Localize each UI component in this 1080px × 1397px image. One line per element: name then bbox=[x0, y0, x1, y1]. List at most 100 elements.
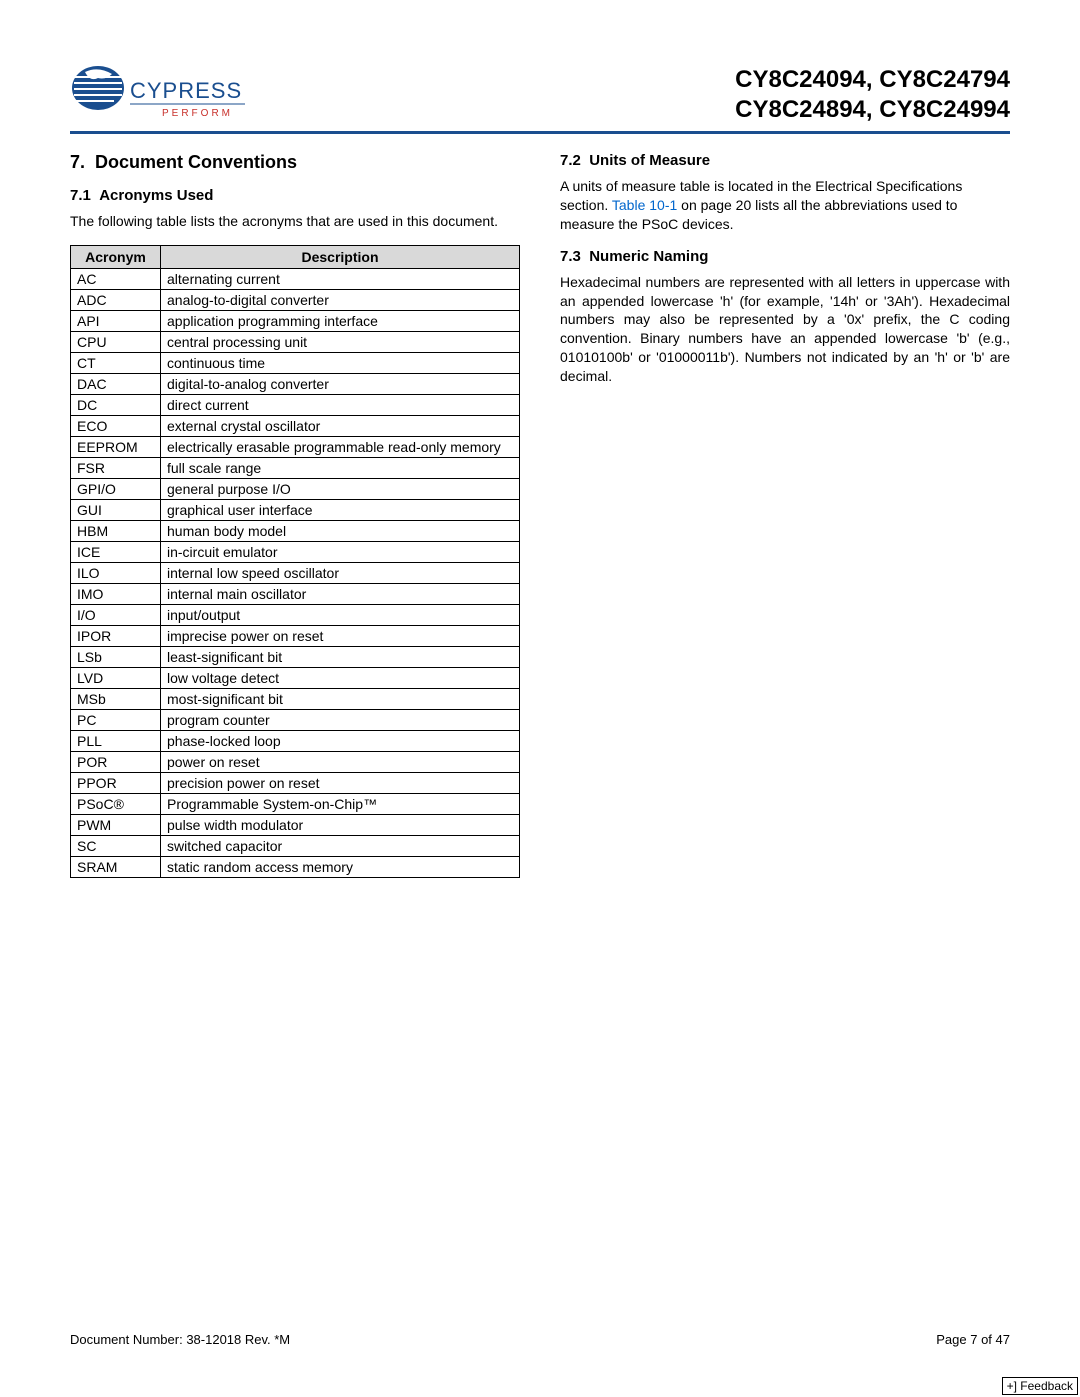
acronym-cell: FSR bbox=[71, 457, 161, 478]
description-cell: digital-to-analog converter bbox=[161, 373, 520, 394]
acronym-cell: MSb bbox=[71, 688, 161, 709]
table-row: DCdirect current bbox=[71, 394, 520, 415]
section-title: Document Conventions bbox=[95, 152, 297, 172]
description-cell: continuous time bbox=[161, 352, 520, 373]
subsection-7-1: 7.1 Acronyms Used bbox=[70, 187, 520, 204]
svg-text:CYPRESS: CYPRESS bbox=[130, 78, 242, 103]
description-cell: central processing unit bbox=[161, 331, 520, 352]
table-row: PCprogram counter bbox=[71, 709, 520, 730]
document-number: Document Number: 38-12018 Rev. *M bbox=[70, 1332, 290, 1347]
description-cell: switched capacitor bbox=[161, 835, 520, 856]
description-cell: precision power on reset bbox=[161, 772, 520, 793]
description-cell: internal main oscillator bbox=[161, 583, 520, 604]
acronym-cell: ILO bbox=[71, 562, 161, 583]
acronym-cell: API bbox=[71, 310, 161, 331]
acronym-cell: GPI/O bbox=[71, 478, 161, 499]
table-row: HBMhuman body model bbox=[71, 520, 520, 541]
table-row: SCswitched capacitor bbox=[71, 835, 520, 856]
cypress-logo-icon: CYPRESS PERFORM bbox=[70, 60, 250, 125]
description-cell: full scale range bbox=[161, 457, 520, 478]
table-row: SRAMstatic random access memory bbox=[71, 856, 520, 877]
description-cell: general purpose I/O bbox=[161, 478, 520, 499]
header-rule bbox=[70, 131, 1010, 134]
description-cell: alternating current bbox=[161, 268, 520, 289]
acronym-cell: EEPROM bbox=[71, 436, 161, 457]
description-cell: external crystal oscillator bbox=[161, 415, 520, 436]
table-row: LVDlow voltage detect bbox=[71, 667, 520, 688]
left-column: 7. Document Conventions 7.1 Acronyms Use… bbox=[70, 152, 520, 878]
table-10-1-link[interactable]: Table 10-1 bbox=[612, 197, 677, 213]
description-cell: phase-locked loop bbox=[161, 730, 520, 751]
page-number: Page 7 of 47 bbox=[936, 1332, 1010, 1347]
table-row: PSoC®Programmable System-on-Chip™ bbox=[71, 793, 520, 814]
description-cell: human body model bbox=[161, 520, 520, 541]
description-cell: graphical user interface bbox=[161, 499, 520, 520]
acronym-cell: HBM bbox=[71, 520, 161, 541]
acronym-cell: DC bbox=[71, 394, 161, 415]
acronym-table: Acronym Description ACalternating curren… bbox=[70, 245, 520, 878]
numeric-naming-paragraph: Hexadecimal numbers are represented with… bbox=[560, 273, 1010, 386]
description-cell: application programming interface bbox=[161, 310, 520, 331]
table-header-description: Description bbox=[161, 245, 520, 268]
acronym-cell: LSb bbox=[71, 646, 161, 667]
description-cell: program counter bbox=[161, 709, 520, 730]
subsection-title: Numeric Naming bbox=[589, 248, 708, 265]
description-cell: input/output bbox=[161, 604, 520, 625]
acronym-cell: POR bbox=[71, 751, 161, 772]
table-row: CPUcentral processing unit bbox=[71, 331, 520, 352]
table-row: MSbmost-significant bit bbox=[71, 688, 520, 709]
table-row: I/Oinput/output bbox=[71, 604, 520, 625]
acronym-cell: ECO bbox=[71, 415, 161, 436]
table-row: IMOinternal main oscillator bbox=[71, 583, 520, 604]
feedback-button[interactable]: +] Feedback bbox=[1002, 1377, 1078, 1395]
description-cell: imprecise power on reset bbox=[161, 625, 520, 646]
brand-logo: CYPRESS PERFORM bbox=[70, 60, 250, 125]
table-row: GPI/Ogeneral purpose I/O bbox=[71, 478, 520, 499]
table-row: DACdigital-to-analog converter bbox=[71, 373, 520, 394]
acronym-cell: I/O bbox=[71, 604, 161, 625]
table-row: ILOinternal low speed oscillator bbox=[71, 562, 520, 583]
svg-text:PERFORM: PERFORM bbox=[162, 108, 233, 119]
acronym-cell: PWM bbox=[71, 814, 161, 835]
description-cell: internal low speed oscillator bbox=[161, 562, 520, 583]
description-cell: direct current bbox=[161, 394, 520, 415]
table-row: PLLphase-locked loop bbox=[71, 730, 520, 751]
description-cell: in-circuit emulator bbox=[161, 541, 520, 562]
acronym-cell: PSoC® bbox=[71, 793, 161, 814]
subsection-number: 7.2 bbox=[560, 152, 581, 169]
acronym-cell: DAC bbox=[71, 373, 161, 394]
acronym-cell: GUI bbox=[71, 499, 161, 520]
subsection-number: 7.3 bbox=[560, 248, 581, 265]
acronym-cell: PPOR bbox=[71, 772, 161, 793]
description-cell: electrically erasable programmable read-… bbox=[161, 436, 520, 457]
subsection-title: Units of Measure bbox=[589, 152, 710, 169]
acronym-cell: IMO bbox=[71, 583, 161, 604]
table-row: EEPROMelectrically erasable programmable… bbox=[71, 436, 520, 457]
description-cell: static random access memory bbox=[161, 856, 520, 877]
description-cell: analog-to-digital converter bbox=[161, 289, 520, 310]
table-row: ACalternating current bbox=[71, 268, 520, 289]
units-paragraph: A units of measure table is located in t… bbox=[560, 177, 1010, 234]
subsection-title: Acronyms Used bbox=[99, 187, 213, 204]
acronym-cell: SC bbox=[71, 835, 161, 856]
page-header: CYPRESS PERFORM CY8C24094, CY8C24794 CY8… bbox=[70, 60, 1010, 125]
section-heading: 7. Document Conventions bbox=[70, 152, 520, 173]
table-row: PWMpulse width modulator bbox=[71, 814, 520, 835]
description-cell: pulse width modulator bbox=[161, 814, 520, 835]
description-cell: most-significant bit bbox=[161, 688, 520, 709]
acronyms-intro: The following table lists the acronyms t… bbox=[70, 212, 520, 231]
description-cell: low voltage detect bbox=[161, 667, 520, 688]
table-row: ADCanalog-to-digital converter bbox=[71, 289, 520, 310]
table-row: LSbleast-significant bit bbox=[71, 646, 520, 667]
table-row: ECOexternal crystal oscillator bbox=[71, 415, 520, 436]
acronym-cell: LVD bbox=[71, 667, 161, 688]
description-cell: least-significant bit bbox=[161, 646, 520, 667]
subsection-7-2: 7.2 Units of Measure bbox=[560, 152, 1010, 169]
table-row: PPORprecision power on reset bbox=[71, 772, 520, 793]
description-cell: power on reset bbox=[161, 751, 520, 772]
table-row: IPORimprecise power on reset bbox=[71, 625, 520, 646]
table-row: PORpower on reset bbox=[71, 751, 520, 772]
table-row: ICEin-circuit emulator bbox=[71, 541, 520, 562]
acronym-cell: ADC bbox=[71, 289, 161, 310]
content-columns: 7. Document Conventions 7.1 Acronyms Use… bbox=[70, 152, 1010, 878]
